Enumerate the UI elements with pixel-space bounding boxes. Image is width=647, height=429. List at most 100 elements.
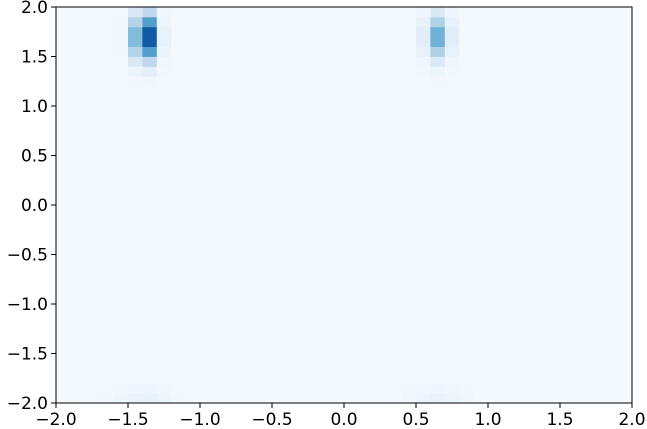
- heatmap-cell: [185, 274, 201, 285]
- heatmap-cell: [228, 16, 244, 28]
- heatmap-cell: [156, 26, 172, 38]
- heatmap-cell: [142, 304, 158, 315]
- heatmap-cell: [560, 363, 575, 374]
- heatmap-cell: [545, 175, 561, 186]
- heatmap-cell: [387, 145, 402, 156]
- heatmap-cell: [401, 274, 417, 285]
- heatmap-cell: [272, 284, 287, 295]
- heatmap-cell: [56, 175, 71, 186]
- heatmap-cell: [228, 353, 244, 364]
- heatmap-cell: [300, 96, 316, 107]
- heatmap-cell: [488, 353, 503, 364]
- heatmap-cell: [257, 363, 273, 374]
- heatmap-cell: [214, 214, 230, 226]
- heatmap-cell: [430, 125, 446, 137]
- heatmap-cell: [56, 46, 71, 57]
- heatmap-cell: [588, 86, 604, 97]
- heatmap-cell: [56, 7, 71, 18]
- heatmap-cell: [113, 96, 129, 107]
- heatmap-cell: [502, 264, 518, 275]
- heatmap-cell: [70, 96, 86, 107]
- heatmap-cell: [473, 323, 489, 335]
- heatmap-cell: [560, 56, 575, 67]
- heatmap-cell: [416, 155, 431, 166]
- heatmap-cell: [588, 244, 604, 255]
- heatmap-cell: [372, 214, 388, 226]
- heatmap-cell: [214, 185, 230, 196]
- heatmap-cell: [444, 353, 460, 364]
- heatmap-cell: [617, 274, 633, 285]
- heatmap-cell: [574, 145, 590, 156]
- heatmap-cell: [257, 36, 273, 47]
- heatmap-cell: [430, 353, 446, 364]
- heatmap-cell: [401, 284, 417, 295]
- heatmap-cell: [286, 185, 302, 196]
- heatmap-cell: [257, 383, 273, 394]
- heatmap-cell: [113, 224, 129, 236]
- heatmap-cell: [200, 304, 215, 315]
- heatmap-cell: [545, 304, 561, 315]
- heatmap-cell: [502, 224, 518, 236]
- heatmap-cell: [171, 195, 186, 206]
- heatmap-cell: [272, 56, 287, 67]
- heatmap-cell: [171, 125, 186, 137]
- heatmap-cell: [344, 76, 359, 87]
- heatmap-cell: [531, 353, 546, 364]
- heatmap-cell: [70, 76, 86, 87]
- heatmap-cell: [56, 56, 71, 67]
- heatmap-cell: [488, 145, 503, 156]
- heatmap-cell: [272, 323, 287, 335]
- heatmap-cell: [372, 264, 388, 275]
- heatmap-cell: [473, 155, 489, 166]
- heatmap-cell: [185, 383, 201, 394]
- heatmap-cell: [430, 175, 446, 186]
- heatmap-cell: [401, 383, 417, 394]
- heatmap-cell: [358, 56, 374, 67]
- heatmap-cell: [358, 125, 374, 137]
- heatmap-cell: [214, 26, 230, 38]
- heatmap-cell: [200, 333, 215, 344]
- heatmap-cell: [329, 353, 345, 364]
- heatmap-cell: [300, 343, 316, 354]
- heatmap-cell: [300, 205, 316, 216]
- heatmap-cell: [214, 224, 230, 236]
- heatmap-cell: [70, 343, 86, 354]
- heatmap-cell: [84, 363, 100, 374]
- heatmap-cell: [358, 175, 374, 186]
- heatmap-cell: [502, 145, 518, 156]
- heatmap-cell: [531, 343, 546, 354]
- heatmap-cell: [603, 313, 618, 325]
- heatmap-cell: [300, 313, 316, 325]
- heatmap-cell: [84, 195, 100, 206]
- heatmap-cell: [200, 175, 215, 186]
- heatmap-cell: [128, 383, 143, 394]
- heatmap-cell: [372, 66, 388, 77]
- heatmap-cell: [99, 36, 114, 47]
- heatmap-cell: [70, 234, 86, 245]
- heatmap-cell: [56, 155, 71, 166]
- heatmap-cell: [560, 125, 575, 137]
- heatmap-cell: [243, 86, 258, 97]
- heatmap-cell: [531, 7, 546, 18]
- heatmap-cell: [84, 56, 100, 67]
- heatmap-cell: [459, 125, 474, 137]
- heatmap-cell: [344, 323, 359, 335]
- heatmap-cell: [488, 333, 503, 344]
- heatmap-cell: [574, 66, 590, 77]
- heatmap-cell: [516, 244, 532, 255]
- heatmap-cell: [243, 7, 258, 18]
- heatmap-cell: [84, 274, 100, 285]
- heatmap-cell: [228, 125, 244, 137]
- heatmap-cell: [545, 86, 561, 97]
- heatmap-cell: [272, 106, 287, 117]
- heatmap-cell: [228, 294, 244, 305]
- heatmap-cell: [574, 224, 590, 236]
- heatmap-cell: [171, 304, 186, 315]
- heatmap-cell: [603, 135, 618, 146]
- heatmap-cell: [387, 36, 402, 47]
- heatmap-cell: [545, 373, 561, 384]
- heatmap-cell: [516, 363, 532, 374]
- heatmap-cell: [401, 36, 417, 47]
- heatmap-cell: [200, 274, 215, 285]
- heatmap-cell: [257, 205, 273, 216]
